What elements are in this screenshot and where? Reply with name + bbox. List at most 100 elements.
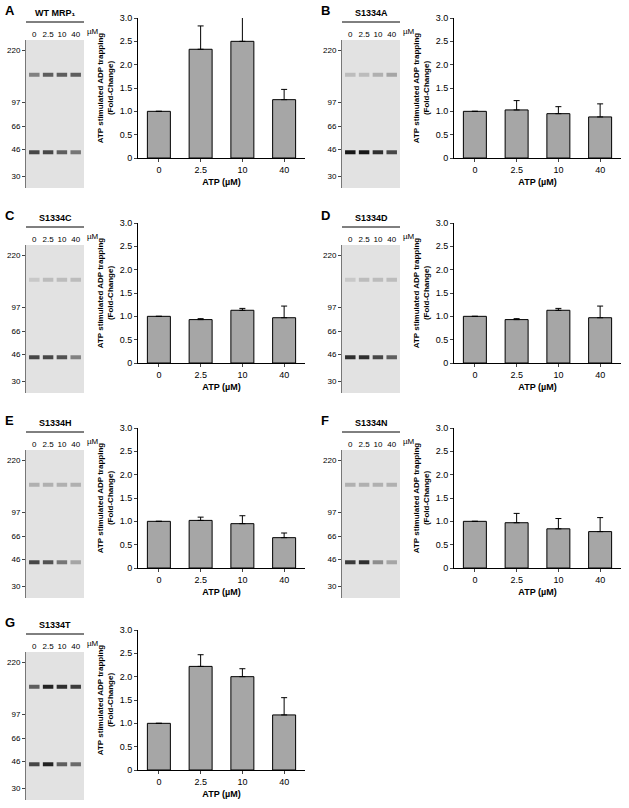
svg-text:40: 40 (71, 440, 80, 449)
svg-text:ATP stimulated ADP trapping(Fo: ATP stimulated ADP trapping(Fold-Change) (412, 33, 431, 143)
svg-text:30: 30 (11, 172, 20, 181)
svg-text:97: 97 (11, 98, 20, 107)
svg-text:µM: µM (403, 437, 415, 446)
svg-text:3.0: 3.0 (436, 13, 449, 23)
svg-text:ATP (µM): ATP (µM) (202, 177, 240, 187)
svg-text:46: 46 (327, 555, 336, 564)
svg-text:3.0: 3.0 (436, 423, 449, 433)
svg-text:0: 0 (127, 563, 132, 573)
svg-text:0.5: 0.5 (120, 335, 133, 345)
svg-text:10: 10 (237, 777, 247, 787)
svg-text:2.5: 2.5 (120, 648, 133, 658)
svg-text:10: 10 (57, 30, 66, 39)
svg-text:40: 40 (71, 642, 80, 651)
svg-text:2.5: 2.5 (436, 36, 449, 46)
svg-text:ATP (µM): ATP (µM) (518, 587, 556, 597)
svg-text:66: 66 (327, 327, 336, 336)
svg-text:2.5: 2.5 (510, 370, 523, 380)
svg-text:2.5: 2.5 (436, 446, 449, 456)
svg-text:3.0: 3.0 (436, 218, 449, 228)
svg-text:0: 0 (32, 235, 37, 244)
svg-text:ATP (µM): ATP (µM) (202, 789, 240, 799)
svg-text:66: 66 (11, 122, 20, 131)
svg-text:0: 0 (156, 575, 161, 585)
svg-text:30: 30 (327, 172, 336, 181)
svg-text:ATP stimulated ADP trapping(Fo: ATP stimulated ADP trapping(Fold-Change) (412, 443, 431, 553)
svg-text:0: 0 (32, 30, 37, 39)
svg-text:10: 10 (553, 370, 563, 380)
svg-text:66: 66 (11, 327, 20, 336)
svg-text:2.0: 2.0 (436, 60, 449, 70)
svg-text:40: 40 (279, 165, 289, 175)
svg-text:2.0: 2.0 (120, 672, 133, 682)
svg-text:ATP (µM): ATP (µM) (518, 382, 556, 392)
svg-text:0: 0 (348, 440, 353, 449)
svg-text:3.0: 3.0 (120, 13, 133, 23)
svg-text:10: 10 (237, 370, 247, 380)
svg-text:µM: µM (87, 232, 99, 241)
svg-text:2.5: 2.5 (194, 165, 207, 175)
svg-text:97: 97 (11, 710, 20, 719)
svg-text:220: 220 (7, 46, 21, 55)
svg-text:B: B (321, 3, 330, 18)
svg-text:1.0: 1.0 (120, 106, 133, 116)
svg-text:ATP stimulated ADP trapping(Fo: ATP stimulated ADP trapping(Fold-Change) (96, 33, 115, 143)
svg-text:30: 30 (327, 377, 336, 386)
svg-text:1.5: 1.5 (120, 695, 133, 705)
svg-text:0: 0 (443, 153, 448, 163)
svg-text:1.5: 1.5 (120, 83, 133, 93)
svg-text:2.5: 2.5 (510, 575, 523, 585)
svg-text:1.5: 1.5 (436, 288, 449, 298)
svg-text:46: 46 (11, 757, 20, 766)
svg-text:A: A (5, 3, 15, 18)
svg-text:ATP (µM): ATP (µM) (518, 177, 556, 187)
svg-text:40: 40 (387, 235, 396, 244)
svg-text:0.5: 0.5 (120, 540, 133, 550)
svg-text:2.5: 2.5 (359, 440, 371, 449)
svg-text:2.0: 2.0 (120, 60, 133, 70)
svg-text:0: 0 (156, 165, 161, 175)
svg-text:0: 0 (348, 30, 353, 39)
svg-text:40: 40 (71, 235, 80, 244)
svg-text:30: 30 (11, 784, 20, 793)
svg-text:0.5: 0.5 (120, 130, 133, 140)
svg-text:10: 10 (57, 440, 66, 449)
svg-text:2.5: 2.5 (436, 241, 449, 251)
svg-text:2.5: 2.5 (120, 36, 133, 46)
svg-text:F: F (321, 413, 329, 428)
svg-text:2.5: 2.5 (120, 241, 133, 251)
svg-text:µM: µM (403, 27, 415, 36)
svg-text:66: 66 (11, 734, 20, 743)
svg-text:97: 97 (327, 98, 336, 107)
svg-text:97: 97 (11, 508, 20, 517)
svg-text:0: 0 (156, 777, 161, 787)
svg-text:10: 10 (553, 575, 563, 585)
svg-text:2.5: 2.5 (359, 30, 371, 39)
svg-text:ATP stimulated ADP trapping(Fo: ATP stimulated ADP trapping(Fold-Change) (96, 443, 115, 553)
svg-text:ATP (µM): ATP (µM) (202, 587, 240, 597)
svg-text:2.5: 2.5 (43, 235, 55, 244)
svg-text:0: 0 (156, 370, 161, 380)
svg-text:1.0: 1.0 (436, 516, 449, 526)
svg-text:1.0: 1.0 (436, 106, 449, 116)
svg-text:0: 0 (472, 370, 477, 380)
svg-text:2.0: 2.0 (436, 265, 449, 275)
svg-text:2.0: 2.0 (120, 470, 133, 480)
svg-text:S1334T: S1334T (39, 620, 71, 630)
svg-text:0: 0 (472, 575, 477, 585)
svg-text:2.5: 2.5 (194, 777, 207, 787)
svg-text:97: 97 (327, 303, 336, 312)
svg-text:220: 220 (323, 251, 337, 260)
svg-text:2.5: 2.5 (194, 575, 207, 585)
svg-text:46: 46 (11, 145, 20, 154)
svg-text:0: 0 (32, 440, 37, 449)
svg-text:S1334D: S1334D (355, 213, 388, 223)
svg-text:D: D (321, 208, 330, 223)
svg-text:66: 66 (327, 122, 336, 131)
svg-text:10: 10 (373, 440, 382, 449)
svg-text:0: 0 (32, 642, 37, 651)
svg-text:ATP (µM): ATP (µM) (202, 382, 240, 392)
svg-text:S1334C: S1334C (39, 213, 72, 223)
svg-text:46: 46 (11, 555, 20, 564)
svg-text:2.0: 2.0 (436, 470, 449, 480)
